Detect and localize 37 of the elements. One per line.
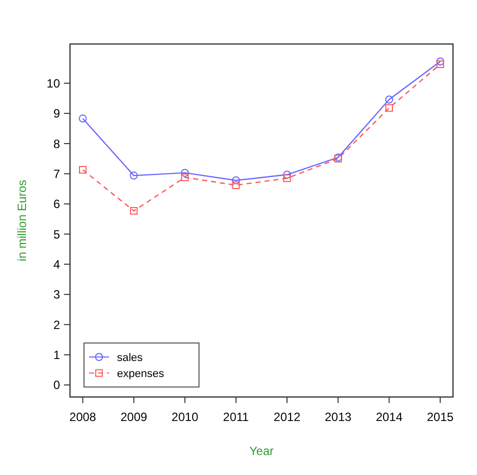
y-axis-title: in million Euros — [15, 180, 29, 262]
x-tick-label: 2015 — [426, 410, 454, 424]
x-tick-label: 2013 — [324, 410, 352, 424]
y-tick-label: 5 — [53, 227, 60, 242]
y-tick-label: 0 — [53, 378, 60, 392]
x-tick-label: 2012 — [274, 410, 301, 424]
legend-label: expenses — [117, 368, 165, 380]
point — [283, 170, 292, 179]
x-tick-label: 2010 — [172, 410, 199, 424]
y-tick-label: 3 — [53, 288, 60, 302]
y-tick-label: 8 — [53, 136, 60, 151]
y-tick-label: 9 — [53, 106, 60, 121]
point — [130, 172, 138, 180]
point — [436, 58, 444, 66]
point — [385, 96, 394, 104]
point — [385, 104, 393, 112]
point — [130, 207, 138, 215]
point — [232, 181, 240, 189]
point — [181, 174, 189, 182]
y-tick-label: 1 — [53, 348, 60, 362]
x-tick-label: 2011 — [223, 410, 250, 424]
y-tick-label: 10 — [46, 76, 60, 90]
x-tick-label: 2009 — [120, 410, 148, 424]
x-axis-title: Year — [249, 444, 274, 458]
legend-label: sales — [117, 352, 144, 364]
point — [436, 60, 444, 68]
y-tick-label: 2 — [53, 318, 60, 332]
point — [78, 166, 87, 174]
point — [78, 114, 87, 123]
y-tick-label: 7 — [53, 166, 60, 181]
y-tick-label: 4 — [53, 257, 60, 272]
point — [180, 168, 189, 177]
point — [283, 174, 291, 182]
x-tick-label: 2014 — [376, 410, 403, 424]
y-tick-label: 6 — [53, 197, 60, 212]
point — [232, 176, 240, 184]
x-tick-label: 2008 — [69, 410, 96, 424]
